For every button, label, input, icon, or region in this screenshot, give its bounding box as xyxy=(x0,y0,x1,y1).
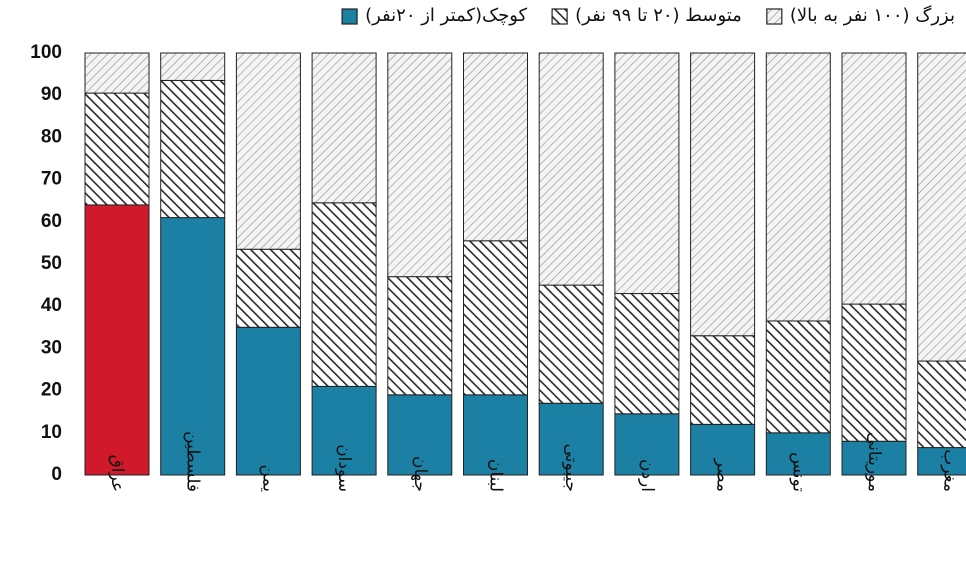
y-tick-label: 40 xyxy=(41,295,62,316)
legend-label: کوچک(کمتر از ۲۰نفر) xyxy=(365,5,527,26)
bar-segment xyxy=(765,52,831,322)
legend-swatch xyxy=(551,8,568,25)
bar-segment xyxy=(235,248,301,328)
bar-segment xyxy=(463,394,528,476)
y-tick-label: 80 xyxy=(41,126,62,147)
legend-label: متوسط (۲۰ تا ۹۹ نفر) xyxy=(575,5,742,26)
bar-segment xyxy=(614,293,680,415)
y-tick-label: 90 xyxy=(41,84,62,105)
bar-segment xyxy=(160,79,226,219)
bar-segment xyxy=(84,92,150,206)
legend-swatch xyxy=(341,8,358,25)
x-tick-label: تونس xyxy=(788,452,808,492)
bar-segment xyxy=(614,52,680,295)
bar-segment xyxy=(235,52,301,250)
x-tick-label: یمن xyxy=(258,464,278,492)
bar-segment xyxy=(311,52,377,204)
bar-segment xyxy=(160,217,226,476)
bar-segment xyxy=(538,284,604,404)
x-tick-label: جهان xyxy=(410,456,430,492)
bar-segment xyxy=(917,360,966,449)
bar-segment xyxy=(463,52,528,242)
bar-segment xyxy=(463,240,528,396)
legend-label: بزرگ (۱۰۰ نفر به بالا) xyxy=(790,5,955,26)
bar-segment xyxy=(160,52,226,81)
bar-segment xyxy=(917,52,966,362)
bar-segment xyxy=(235,326,301,476)
bar-segment xyxy=(387,394,453,476)
bar-segment xyxy=(311,202,377,387)
y-tick-label: 20 xyxy=(41,380,62,401)
y-tick-label: 0 xyxy=(51,464,62,485)
bar-segment xyxy=(690,335,756,425)
x-tick-label: سودان xyxy=(334,444,354,492)
x-tick-label: فلسطين xyxy=(183,431,203,492)
bar-segment xyxy=(84,204,150,476)
y-tick-label: 100 xyxy=(30,42,62,63)
bar-segment xyxy=(765,320,831,434)
bar-segment xyxy=(538,52,604,286)
legend-swatch xyxy=(766,8,783,25)
bar-segment xyxy=(84,52,150,94)
bar-segment xyxy=(538,402,604,476)
x-tick-label: مغرب xyxy=(940,449,960,492)
y-tick-label: 50 xyxy=(41,253,62,274)
bar-segment xyxy=(311,385,377,476)
bar-segment xyxy=(841,52,907,305)
bar-segment xyxy=(387,52,453,278)
y-tick-label: 60 xyxy=(41,211,62,232)
x-tick-label: موریتانی xyxy=(864,432,884,492)
x-tick-label: عراق xyxy=(107,455,127,492)
x-tick-label: اردن xyxy=(637,459,657,492)
y-tick-label: 10 xyxy=(41,422,62,443)
x-tick-label: مصر xyxy=(713,458,733,492)
x-tick-label: لبنان xyxy=(486,459,506,492)
bar-segment xyxy=(690,52,756,337)
x-tick-label: جیبوتی xyxy=(561,444,581,492)
y-tick-label: 30 xyxy=(41,337,62,358)
bar-segment xyxy=(841,303,907,442)
bar-segment xyxy=(387,276,453,396)
y-tick-label: 70 xyxy=(41,169,62,190)
